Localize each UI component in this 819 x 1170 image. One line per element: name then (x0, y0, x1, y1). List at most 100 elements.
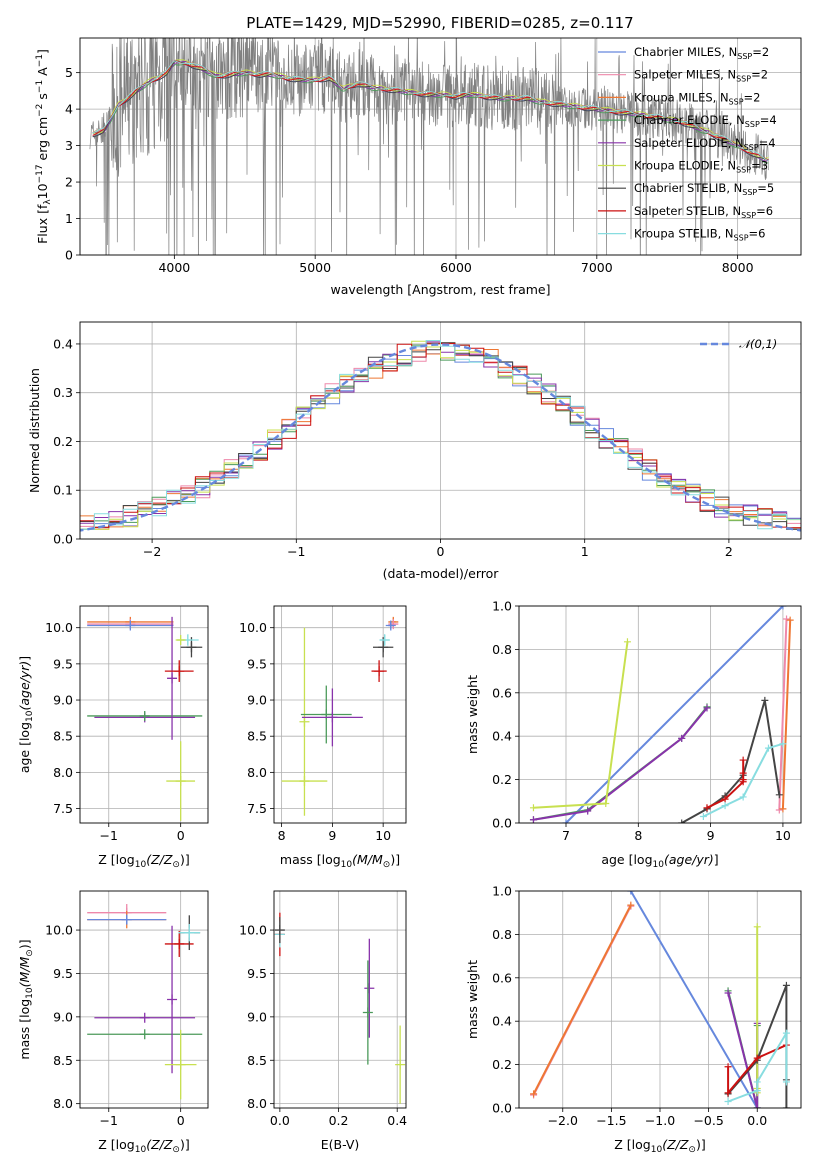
data-point (299, 716, 310, 727)
axes-frame (273, 890, 407, 1109)
data-point (529, 816, 537, 823)
legend-entry: Kroupa ELODIE, NSSP=3 (634, 159, 768, 175)
y-tick-label: 10.0 (45, 923, 73, 938)
x-tick-label: 0.0 (747, 1113, 767, 1128)
y-tick-label: 9.5 (53, 966, 73, 981)
legend-entry: Chabrier MILES, NSSP=2 (634, 45, 769, 61)
data-point (327, 712, 338, 723)
y-tick-label: 8.0 (247, 765, 267, 780)
legend-entry: Salpeter ELODIE, NSSP=4 (634, 136, 776, 152)
x-axis-label: Z [log10(Z/Z⊙)] (614, 1137, 705, 1155)
data-point (623, 638, 631, 646)
data-point (739, 793, 747, 801)
data-point (175, 1059, 186, 1070)
y-axis-label: mass weight (465, 675, 480, 754)
data-point (721, 795, 729, 803)
data-point (385, 620, 396, 631)
y-axis-label: Normed distribution (27, 368, 42, 493)
legend-entry: Kroupa MILES, NSSP=2 (634, 90, 760, 106)
observed-spectrum (89, 38, 769, 255)
x-tick-label: 8 (278, 828, 286, 843)
data-point (782, 1104, 790, 1108)
weight-series (778, 618, 788, 811)
y-tick-label: 9.0 (53, 1009, 73, 1024)
y-tick-label: 7.5 (53, 801, 73, 816)
y-tick-label: 10.0 (45, 620, 73, 635)
x-tick-label: 8 (634, 828, 642, 843)
data-point (724, 1089, 732, 1097)
data-point (782, 1078, 790, 1086)
y-tick-label: 0.6 (492, 970, 512, 985)
legend-entry: Chabrier STELIB, NSSP=5 (634, 181, 774, 197)
x-tick-label: 7000 (581, 260, 613, 275)
y-tick-label: 0.4 (492, 1014, 512, 1029)
x-tick-label: 0.2 (329, 1113, 349, 1128)
y-tick-label: 0.0 (492, 1101, 512, 1116)
x-tick-label: −1 (100, 828, 118, 843)
data-point (782, 981, 790, 989)
weight-series (533, 641, 629, 809)
y-axis-label: mass [log10(M/M⊙)] (17, 939, 35, 1059)
model-spectrum (92, 60, 769, 161)
data-point (125, 620, 136, 631)
data-point (167, 994, 178, 1005)
model-spectrum (92, 59, 769, 159)
x-tick-label: 0 (177, 828, 185, 843)
data-point (174, 938, 185, 949)
y-tick-label: 9.5 (53, 656, 73, 671)
data-point (724, 1063, 732, 1071)
axes-frame (79, 890, 209, 1109)
y-axis-label: Flux [fλ10−17 erg cm−2 s−1 A−1] (35, 49, 53, 244)
y-tick-label: 2 (65, 175, 73, 190)
data-point (678, 734, 686, 742)
data-point (174, 666, 185, 677)
x-axis-label: Z [log10(Z/Z⊙)] (98, 852, 189, 870)
y-tick-label: 8.5 (247, 729, 267, 744)
data-point (724, 1097, 732, 1105)
x-tick-label: 1 (581, 544, 589, 559)
data-point (362, 1007, 373, 1018)
y-tick-label: 0 (65, 248, 73, 263)
axes-frame (273, 605, 407, 824)
plot-area (87, 616, 203, 821)
x-tick-label: 2 (725, 544, 733, 559)
data-point (388, 619, 399, 630)
legend-entry: Salpeter MILES, NSSP=2 (634, 68, 768, 84)
x-tick-label: 5000 (299, 260, 331, 275)
x-axis-label: age [log10(age/yr)] (601, 852, 718, 870)
weight-series (727, 992, 759, 1108)
y-tick-label: 5 (65, 65, 73, 80)
data-point (753, 1087, 761, 1095)
panel-1: −2 −1 0 1 2 0.0 0.1 0.2 0.3 0.4 𝒩(0,1) (data-model)… (27, 321, 802, 581)
weight-series (781, 620, 792, 809)
y-tick-label: 1.0 (492, 599, 512, 614)
panel-5: −1 0 8.0 8.5 9.0 9.5 10.0 Z [log10(Z/Z⊙)] mass [… (17, 890, 209, 1155)
panel-2: −1 0 7.5 8.0 8.5 9.0 9.5 10.0 Z [log10(Z/Z⊙)] age… (17, 605, 209, 870)
data-point (374, 666, 385, 677)
data-point (699, 812, 707, 820)
x-tick-label: −2 (143, 544, 161, 559)
axes-frame (79, 605, 209, 824)
y-axis-label: mass weight (465, 960, 480, 1039)
y-tick-label: 0.4 (492, 729, 512, 744)
weight-series (533, 707, 708, 821)
y-tick-label: 7.5 (247, 801, 267, 816)
residual-histogram (80, 340, 801, 530)
figure-title: PLATE=1429, MJD=52990, FIBERID=0285, z=0… (246, 14, 633, 32)
data-point (139, 710, 150, 721)
x-tick-label: 9 (707, 828, 715, 843)
data-point (379, 634, 390, 645)
x-tick-label: 4000 (158, 260, 190, 275)
data-point (584, 807, 592, 815)
y-tick-label: 0.2 (492, 1057, 512, 1072)
x-tick-label: −1 (287, 544, 305, 559)
axes-frame (518, 605, 802, 824)
residual-histogram (80, 340, 801, 530)
y-tick-label: 0.2 (53, 434, 73, 449)
plot-area (87, 904, 203, 1100)
weight-series (533, 706, 708, 821)
y-tick-label: 0.1 (53, 483, 73, 498)
y-tick-label: 0.6 (492, 685, 512, 700)
y-tick-label: 9.5 (247, 966, 267, 981)
